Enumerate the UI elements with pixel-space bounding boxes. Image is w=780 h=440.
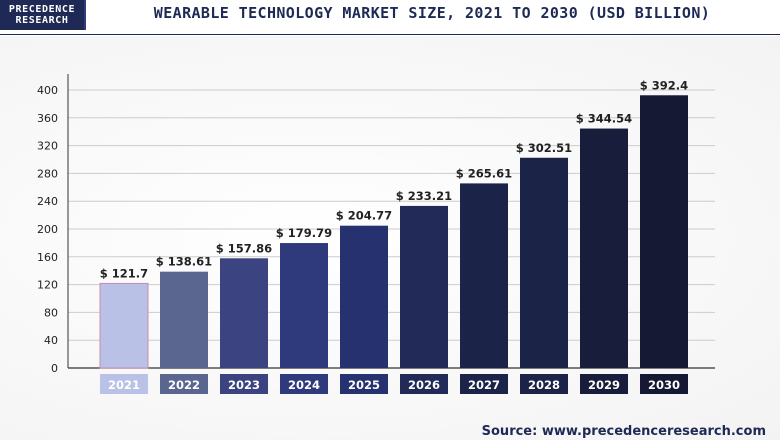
y-tick-label: 400 [37, 84, 58, 97]
y-tick-label: 280 [37, 167, 58, 180]
chart-title: WEARABLE TECHNOLOGY MARKET SIZE, 2021 TO… [153, 4, 711, 22]
x-tick-label: 2024 [288, 378, 320, 392]
bar-2028 [520, 157, 568, 368]
bar-value-label: $ 157.86 [216, 241, 272, 255]
y-tick-label: 40 [44, 334, 58, 347]
y-tick-label: 360 [37, 112, 58, 125]
x-tick-box [520, 374, 568, 394]
bar-value-label: $ 265.61 [456, 166, 512, 180]
bar-2021 [99, 282, 149, 369]
y-tick-label: 320 [37, 140, 58, 153]
bar-value-label: $ 233.21 [396, 189, 452, 203]
y-tick-label: 80 [44, 306, 58, 319]
x-tick-label: 2026 [408, 378, 440, 392]
y-tick-label: 0 [51, 362, 58, 375]
bar-2022 [160, 271, 208, 368]
y-tick-label: 120 [37, 279, 58, 292]
logo-line-1: PRECEDENCE [8, 4, 76, 15]
y-tick-label: 240 [37, 195, 58, 208]
x-tick-box [460, 374, 508, 394]
x-tick-box [160, 374, 208, 394]
bar-2024 [280, 243, 328, 368]
bar-value-label: $ 302.51 [516, 141, 572, 155]
x-tick-label: 2021 [108, 378, 140, 392]
logo-line-2: RESEARCH [15, 15, 69, 26]
bar-value-label: $ 344.54 [576, 112, 632, 126]
x-tick-label: 2028 [528, 378, 560, 392]
bar-2029 [580, 128, 628, 368]
x-tick-label: 2025 [348, 378, 380, 392]
bar-value-label: $ 121.7 [100, 266, 148, 280]
bar-2026 [400, 205, 448, 368]
x-tick-box [640, 374, 688, 394]
bar-2025 [340, 225, 388, 368]
bar-value-label: $ 179.79 [276, 226, 332, 240]
x-tick-box [220, 374, 268, 394]
header: PRECEDENCE RESEARCH WEARABLE TECHNOLOGY … [0, 0, 780, 35]
x-tick-label: 2027 [468, 378, 500, 392]
y-tick-label: 200 [37, 223, 58, 236]
x-tick-label: 2022 [168, 378, 200, 392]
x-tick-box [280, 374, 328, 394]
x-tick-label: 2023 [228, 378, 260, 392]
x-tick-label: 2029 [588, 378, 620, 392]
x-tick-box [580, 374, 628, 394]
bar-value-label: $ 392.4 [640, 78, 688, 92]
y-tick-label: 160 [37, 251, 58, 264]
bar-value-label: $ 204.77 [336, 209, 392, 223]
bar-value-label: $ 138.61 [156, 255, 212, 269]
x-tick-label: 2030 [648, 378, 680, 392]
x-tick-box [400, 374, 448, 394]
precedence-research-logo: PRECEDENCE RESEARCH [0, 0, 86, 30]
bar-2023 [220, 258, 268, 368]
x-tick-box [340, 374, 388, 394]
source-credit: Source: www.precedenceresearch.com [481, 424, 766, 439]
bar-2027 [460, 183, 508, 368]
bar-2030 [640, 95, 688, 369]
x-tick-box [100, 374, 148, 394]
